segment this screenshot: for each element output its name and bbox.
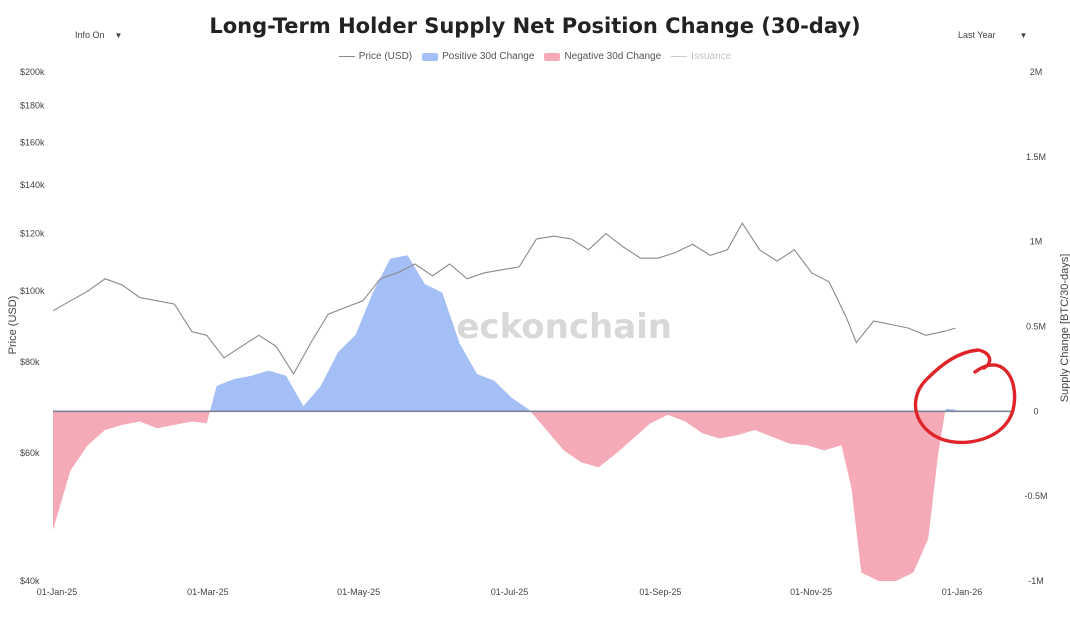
y-right-tick-label: -1M [1028,576,1044,586]
y-left-tick-label: $40k [20,576,40,586]
area-layer [53,255,956,581]
legend-item[interactable]: Negative 30d Change [544,51,661,62]
y-left-tick-label: $60k [20,448,40,458]
y-right-tick-label: 2M [1030,67,1043,77]
y-left-axis-title: Price (USD) [7,296,19,355]
y-right-tick-label: 0.5M [1026,322,1046,332]
x-tick-label: 01-Jul-25 [491,587,529,597]
range-select-dropdown[interactable]: Last Year ▼ [958,30,1027,40]
info-toggle-label: Info On [75,30,105,40]
legend-label: Negative 30d Change [564,51,662,62]
negative-change-area [53,411,956,581]
y-left-tick-label: $140k [20,180,45,190]
legend-label: Issuance [691,51,732,62]
legend-item[interactable]: Issuance [671,51,731,62]
legend-swatch [422,52,439,61]
chevron-down-icon: ▼ [1019,31,1028,40]
y-right-tick-label: 1M [1030,237,1043,247]
chart-title: Long-Term Holder Supply Net Position Cha… [209,14,861,38]
highlight-circle [913,348,1017,445]
y-left-tick-label: $120k [20,229,45,239]
x-tick-label: 01-Jan-25 [37,587,78,597]
y-right-tick-label: 1.5M [1026,152,1046,162]
legend-swatch [671,56,688,57]
info-toggle-dropdown[interactable]: Info On ▼ [75,30,122,40]
price-line [52,222,956,375]
legend-swatch [338,56,355,57]
legend-item[interactable]: Positive 30d Change [422,51,534,62]
y-left-tick-label: $180k [20,100,45,110]
y-left-tick-label: $160k [20,138,45,148]
x-tick-label: 01-Mar-25 [187,587,229,597]
x-tick-label: 01-May-25 [337,587,380,597]
y-left-tick-label: $100k [20,286,45,296]
annotation-layer [913,348,1017,445]
y-right-axis-title: Supply Change [BTC/30-days] [1059,254,1070,403]
legend-swatch [544,52,561,61]
x-tick-label: 01-Jan-26 [942,587,983,597]
x-tick-label: 01-Sep-25 [639,587,681,597]
y-left-tick-label: $200k [20,67,45,77]
y-right-tick-label: -0.5M [1024,491,1047,501]
x-tick-label: 01-Nov-25 [790,587,832,597]
y-right-tick-label: 0 [1033,406,1038,416]
legend-label: Price (USD) [358,51,413,62]
tick-layer: $200k $180k $160k $140k $120k $100k $80k $60k $4… [20,67,1048,597]
legend: Price (USD) Positive 30d Change Negative 3… [0,51,1070,62]
y-left-tick-label: $80k [20,357,40,367]
legend-label: Positive 30d Change [442,51,535,62]
range-select-label: Last Year [958,30,996,40]
price-line-layer [52,222,956,375]
legend-item[interactable]: Price (USD) [338,51,413,62]
chevron-down-icon: ▼ [114,31,123,40]
